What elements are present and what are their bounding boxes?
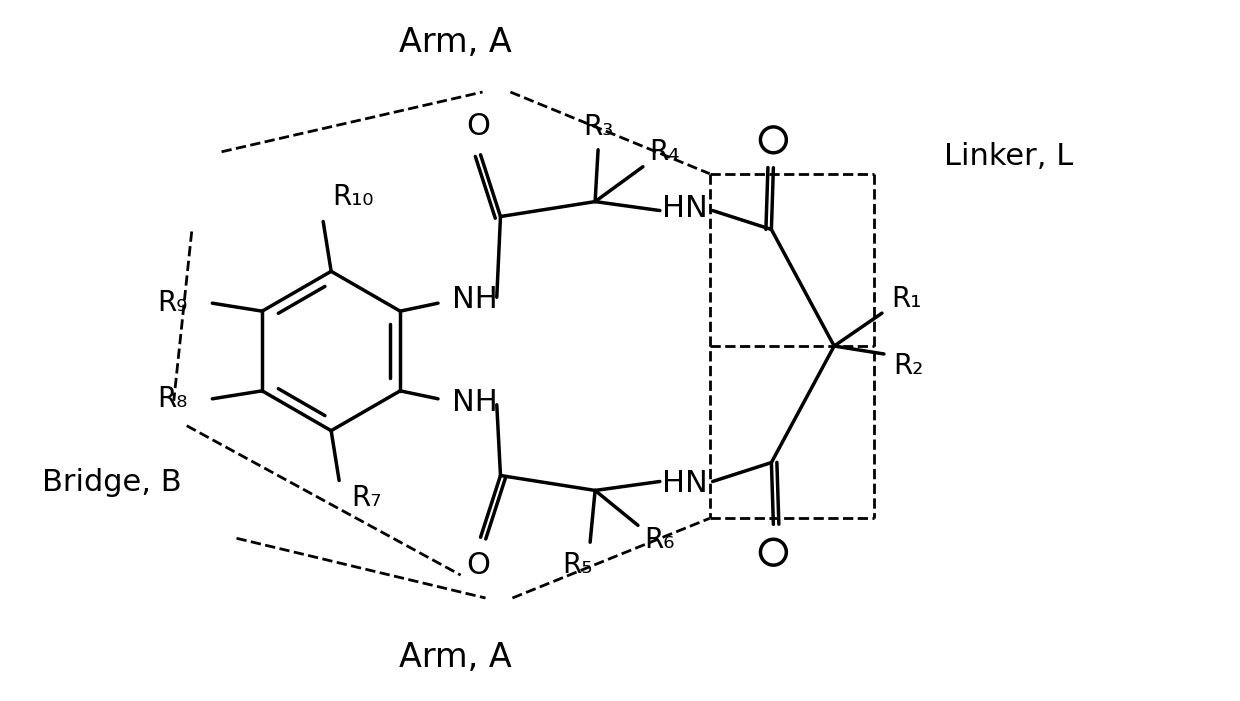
Text: R₁: R₁ <box>892 285 923 313</box>
Text: NH: NH <box>453 388 497 417</box>
Text: Linker, L: Linker, L <box>944 142 1073 171</box>
Text: R₅: R₅ <box>562 551 593 579</box>
Text: HN: HN <box>662 194 708 223</box>
Text: Bridge, B: Bridge, B <box>42 468 182 497</box>
Text: R₂: R₂ <box>894 352 924 380</box>
Text: R₆: R₆ <box>645 526 675 554</box>
Text: Arm, A: Arm, A <box>399 641 512 674</box>
Text: R₈: R₈ <box>157 385 187 413</box>
Text: R₃: R₃ <box>583 113 614 141</box>
Text: Arm, A: Arm, A <box>399 26 512 59</box>
Text: NH: NH <box>453 285 497 314</box>
Text: R₉: R₉ <box>157 290 187 317</box>
Text: O: O <box>466 112 491 142</box>
Text: R₇: R₇ <box>351 484 381 512</box>
Text: R₄: R₄ <box>650 138 680 166</box>
Text: HN: HN <box>662 469 708 498</box>
Text: R₁₀: R₁₀ <box>332 183 373 210</box>
Text: O: O <box>466 551 491 580</box>
